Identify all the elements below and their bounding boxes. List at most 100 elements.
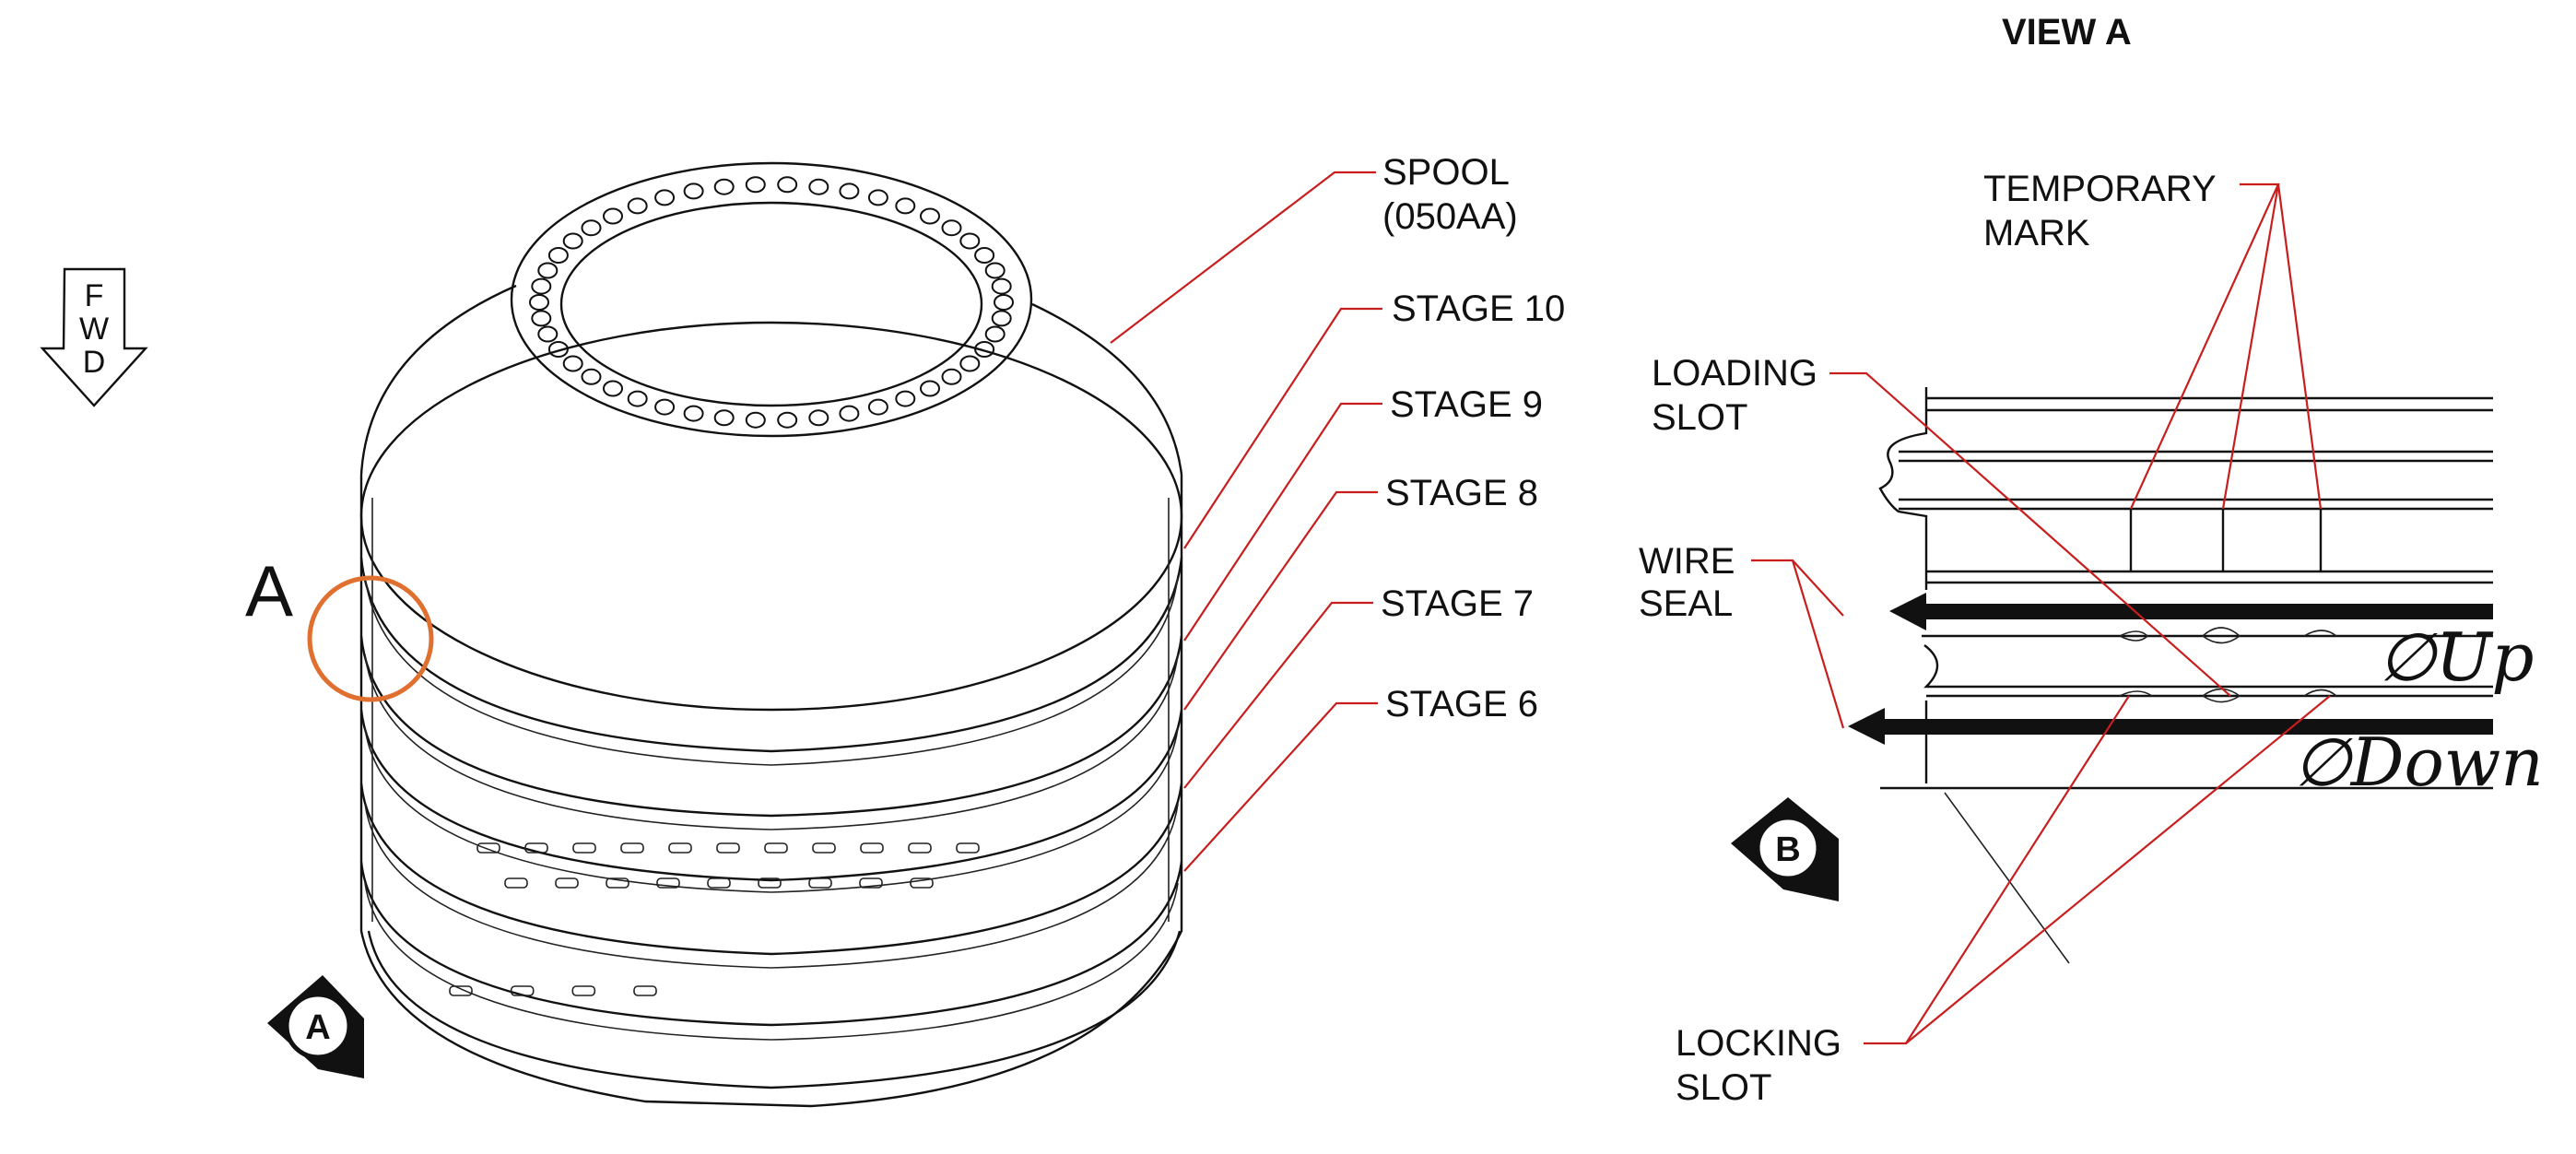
label-stage-8: STAGE 8 — [1385, 473, 1538, 513]
label-temporary-mark-line2: MARK — [1983, 213, 2090, 253]
spool-top-face — [359, 321, 1183, 712]
label-stage-9: STAGE 9 — [1390, 384, 1543, 425]
ring-slot — [504, 877, 528, 889]
bolt-hole — [839, 405, 860, 422]
stage-6-ring — [359, 861, 1183, 1027]
ring-slot — [510, 985, 535, 996]
bolt-hole — [984, 262, 1006, 279]
ring-slot — [716, 842, 740, 854]
ring-slot — [620, 842, 644, 854]
bolt-hole — [991, 310, 1012, 327]
bolt-hole — [974, 341, 995, 358]
bolt-hole — [581, 219, 602, 237]
detail-circle-a — [307, 575, 434, 702]
bolt-hole — [808, 178, 829, 195]
bolt-hole — [959, 355, 981, 372]
label-spool-part: (050AA) — [1382, 196, 1518, 237]
bolt-hole — [974, 247, 995, 264]
bolt-hole — [941, 368, 962, 385]
bolt-hole — [627, 390, 648, 407]
bolt-hole — [547, 341, 569, 358]
bolt-hole — [867, 398, 888, 416]
view-a-section — [1848, 387, 2493, 964]
bolt-hole — [713, 178, 735, 195]
bolt-hole — [531, 310, 552, 327]
bolt-hole — [991, 277, 1012, 295]
label-phi-up: ∅Up — [2378, 618, 2535, 696]
ring-slot — [764, 842, 788, 854]
ring-slot — [555, 877, 579, 889]
bolt-hole — [867, 189, 888, 206]
view-a-title: VIEW A — [2002, 12, 2132, 53]
view-arrow-a-letter: A — [305, 1008, 330, 1047]
label-locking-slot-line2: SLOT — [1676, 1067, 1771, 1108]
wire-seal-up-arrow — [1889, 593, 2493, 630]
bolt-hole — [562, 355, 583, 372]
view-arrow-b-icon: B — [1731, 797, 1839, 901]
bolt-hole — [562, 232, 583, 250]
fwd-letter-d: D — [83, 345, 106, 380]
ring-slot — [859, 877, 883, 889]
ring-slot — [476, 842, 500, 854]
bolt-hole — [683, 405, 704, 422]
ring-slot — [606, 877, 629, 889]
bolt-hole — [603, 380, 623, 397]
label-loading-slot: LOADING — [1652, 353, 1817, 394]
bolt-hole — [895, 197, 916, 215]
bolt-hole — [994, 294, 1014, 311]
bolt-hole — [654, 189, 676, 206]
ring-slot — [571, 985, 596, 996]
stage-9-ring — [359, 635, 1183, 818]
spool-cone — [359, 284, 517, 476]
label-loading-slot-line2: SLOT — [1652, 397, 1747, 438]
label-locking-slot: LOCKING — [1676, 1023, 1841, 1064]
bolt-hole — [920, 207, 940, 225]
fwd-letter-w: W — [79, 312, 109, 347]
stage-leader-lines — [1110, 171, 1382, 872]
bolt-hole — [895, 390, 916, 407]
spool-flange-outer — [510, 161, 1033, 438]
bolt-hole — [627, 197, 648, 215]
label-wire-seal-line2: SEAL — [1639, 583, 1733, 624]
ring-slot — [812, 842, 836, 854]
bolt-hole — [713, 409, 735, 427]
ring-slot — [860, 842, 884, 854]
bolt-hole — [547, 247, 569, 264]
label-stage-6: STAGE 6 — [1385, 684, 1538, 724]
ring-slot — [572, 842, 596, 854]
wire-seal-down-arrow — [1848, 708, 2493, 745]
label-wire-seal: WIRE — [1639, 541, 1735, 582]
bolt-hole — [537, 325, 559, 343]
ring-slot — [633, 985, 657, 996]
bolt-hole — [745, 411, 766, 429]
label-temporary-mark: TEMPORARY — [1983, 169, 2217, 209]
fwd-letter-f: F — [85, 278, 104, 313]
ring-slot — [668, 842, 692, 854]
label-stage-10: STAGE 10 — [1392, 288, 1565, 329]
fwd-arrow-icon: F W D — [40, 267, 148, 407]
view-arrow-b-letter: B — [1775, 830, 1800, 869]
spool-flange-inner — [559, 201, 983, 407]
stage-10-ring — [359, 557, 1183, 753]
bolt-hole — [603, 207, 623, 225]
rotor-assembly — [359, 161, 1183, 1108]
bolt-hole — [529, 294, 549, 311]
view-arrow-a-icon: A — [267, 975, 364, 1078]
ring-slot-marks — [449, 842, 980, 996]
bolt-hole — [581, 368, 602, 385]
ring-slot — [808, 877, 832, 889]
bolt-hole — [984, 325, 1006, 343]
bolt-hole — [941, 219, 962, 237]
ring-slot — [524, 842, 548, 854]
label-phi-down: ∅Down — [2293, 724, 2544, 801]
label-stage-7: STAGE 7 — [1381, 583, 1534, 624]
detail-letter-a: A — [245, 550, 293, 631]
ring-slot — [758, 877, 782, 889]
bolt-hole — [683, 183, 704, 200]
ring-slot — [707, 877, 731, 889]
bolt-hole — [531, 277, 552, 295]
ring-slot — [908, 842, 932, 854]
ring-slot — [910, 877, 934, 889]
bolt-hole — [745, 176, 766, 194]
view-a-leader-lines — [1751, 183, 2331, 1045]
